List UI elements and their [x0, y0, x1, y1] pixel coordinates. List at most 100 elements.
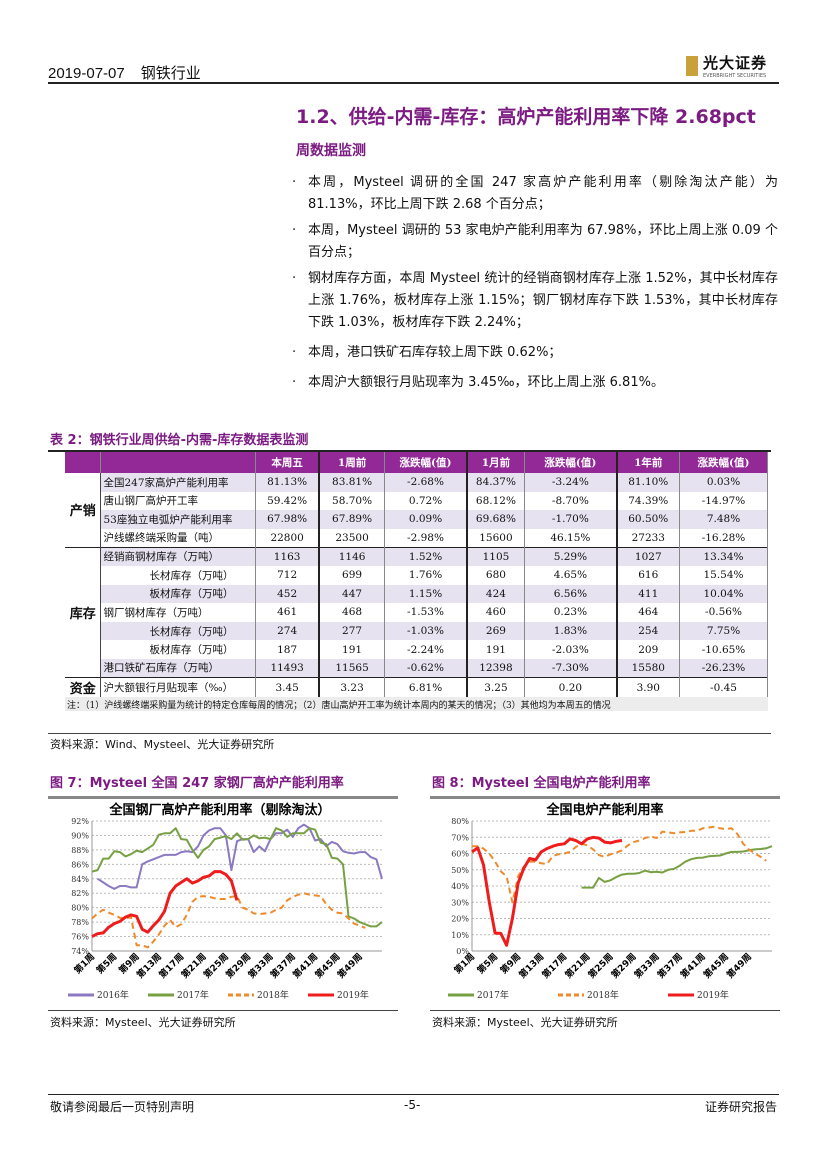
table-cell: -0.62%	[384, 658, 468, 678]
figure-7-rule	[48, 796, 398, 799]
table-row: 产销 全国247家高炉产能利用率 81.13% 83.81% -2.68% 84.37% -…	[65, 473, 768, 548]
table-cell: -10.65%	[679, 640, 768, 659]
row-group-label: 库存	[65, 546, 102, 678]
y-tick-label: 10%	[451, 931, 469, 940]
table-cell: 27233	[615, 528, 680, 548]
footer-rule	[48, 1094, 779, 1095]
bullet-marker: ·	[292, 175, 297, 190]
table-note-row: 注：（1）沪线螺终端采购量为统计的特定仓库每周的情况；（2）唐山高炉开工率为统计…	[65, 697, 768, 712]
table-cell: 6.56%	[524, 584, 618, 604]
table-cell: 84.37%	[465, 473, 526, 492]
x-tick-label: 第5周	[475, 951, 501, 977]
column-header: 涨跌幅(值)	[524, 452, 618, 473]
row-label: 板材库存（万吨）	[100, 584, 257, 604]
row-label: 港口铁矿石库存（万吨）	[100, 658, 257, 678]
y-tick-label: 0%	[456, 947, 469, 956]
bullet-marker: ·	[292, 375, 297, 390]
series-line-2018	[91, 892, 366, 949]
table-row: 资金 沪大额银行月贴现率（‰） 3.45 3.23 6.81% 3.25 0.20 3.90-…	[65, 677, 768, 698]
table-cell: 1.76%	[384, 565, 468, 585]
electric-furnace-utilization-chart: 全国电炉产能利用率0%10%20%30%40%50%60%70%80%第1周第5…	[448, 802, 773, 1001]
column-header: 本周五	[255, 452, 320, 473]
table-cell: -2.03%	[524, 640, 618, 659]
table-cell: -26.23%	[679, 658, 768, 678]
table-cell: 452	[255, 584, 320, 604]
table-cell: 11565	[317, 658, 386, 678]
table-cell: 274	[255, 621, 320, 641]
row-label: 板材库存（万吨）	[100, 640, 257, 659]
bullet-marker: ·	[292, 345, 297, 360]
bullet-text: 钢材库存方面，本周 Mysteel 统计的经销商钢材库存上涨 1.52%，其中长…	[308, 271, 778, 330]
row-label: 长材库存（万吨）	[100, 565, 257, 585]
table-row: 港口铁矿石库存（万吨） 11493 11565 -0.62% 12398 -7.30% 15…	[65, 658, 768, 678]
bullet-marker: ·	[292, 271, 297, 286]
y-tick-label: 84%	[71, 875, 89, 884]
table-cell: 0.20	[524, 677, 618, 698]
y-tick-label: 88%	[71, 846, 89, 855]
table-cell: -0.45	[679, 677, 768, 698]
table-cell: 23500	[317, 528, 386, 548]
figure-7-bottom-rule	[48, 1010, 398, 1011]
table-cell: 7.48%	[679, 510, 768, 529]
table-header-row: 本周五 1周前 涨跌幅(值) 1月前 涨跌幅(值) 1年前 涨跌幅(值)	[65, 452, 768, 473]
table-row: 53座独立电弧炉产能利用率 67.98% 67.89% 0.09% 69.68% -1.7…	[65, 510, 768, 529]
y-tick-label: 40%	[451, 882, 469, 891]
table-cell: -2.98%	[384, 528, 468, 548]
figure-7-source: 资料来源：Mysteel、光大证券研究所	[50, 1016, 236, 1029]
table-cell: 13.34%	[679, 546, 768, 566]
table-cell: 680	[465, 565, 526, 585]
table-cell: 269	[465, 621, 526, 641]
table-cell: 468	[317, 603, 386, 622]
page-number: -5-	[404, 1098, 421, 1112]
table-cell: 461	[255, 603, 320, 622]
table-row: 唐山钢厂高炉开工率 59.42% 58.70% 0.72% 68.12% -8.70% 74…	[65, 491, 768, 511]
x-tick-label: 第37周	[655, 951, 685, 981]
table-cell: 1.83%	[524, 621, 618, 641]
row-label: 钢厂钢材库存（万吨）	[100, 603, 257, 622]
legend-label: 2018年	[587, 989, 619, 1001]
table-cell: 1027	[615, 546, 680, 566]
table-cell: 254	[615, 621, 680, 641]
x-tick-label: 第17周	[539, 951, 569, 981]
column-header: 1周前	[317, 452, 386, 473]
y-tick-label: 74%	[71, 947, 89, 956]
figure-8-bottom-rule	[430, 1010, 780, 1011]
table-cell: 1.15%	[384, 584, 468, 604]
row-label: 全国247家高炉产能利用率	[100, 473, 257, 492]
table-cell: 1105	[465, 546, 526, 566]
table-cell: 81.13%	[255, 473, 320, 492]
y-tick-label: 76%	[71, 933, 89, 942]
row-group-label: 产销	[65, 473, 102, 548]
table-cell: 69.68%	[465, 510, 526, 529]
table-source: 资料来源：Wind、Mysteel、光大证券研究所	[50, 738, 275, 751]
section-heading: 1.2、供给-内需-库存：高炉产能利用率下降 2.68pct	[296, 106, 756, 128]
x-tick-label: 第29周	[609, 951, 639, 981]
table-cell: 411	[615, 584, 680, 604]
series-line-2018	[472, 825, 767, 904]
table-cell: -1.03%	[384, 621, 468, 641]
table-cell: 1.52%	[384, 546, 468, 566]
row-label: 沪线螺终端采购量（吨）	[100, 528, 257, 548]
table-cell: 191	[465, 640, 526, 659]
bullet-text: 本周，港口铁矿石库存较上周下跌 0.62%；	[308, 345, 562, 360]
table-cell: 191	[317, 640, 386, 659]
row-label: 长材库存（万吨）	[100, 621, 257, 641]
table-cell: 83.81%	[317, 473, 386, 492]
figure-8-caption: 图 8：Mysteel 全国电炉产能利用率	[432, 776, 651, 791]
footer-report-type: 证券研究报告	[704, 1100, 777, 1114]
y-tick-label: 80%	[71, 904, 89, 913]
y-tick-label: 78%	[71, 918, 89, 927]
table-top-rule	[48, 450, 771, 452]
table-cell: -7.30%	[524, 658, 618, 678]
table-cell: 6.81%	[384, 677, 468, 698]
table-cell: 4.65%	[524, 565, 618, 585]
table-bottom-rule	[48, 733, 771, 734]
series-line-2019	[91, 870, 239, 938]
table-cell: -1.53%	[384, 603, 468, 622]
y-tick-label: 50%	[451, 866, 469, 875]
table-cell: 712	[255, 565, 320, 585]
table-cell: -3.24%	[524, 473, 618, 492]
chart-title: 全国钢厂高炉产能利用率（剔除淘汰）	[108, 802, 330, 818]
y-tick-label: 70%	[451, 833, 469, 842]
column-header: 涨跌幅(值)	[384, 452, 468, 473]
